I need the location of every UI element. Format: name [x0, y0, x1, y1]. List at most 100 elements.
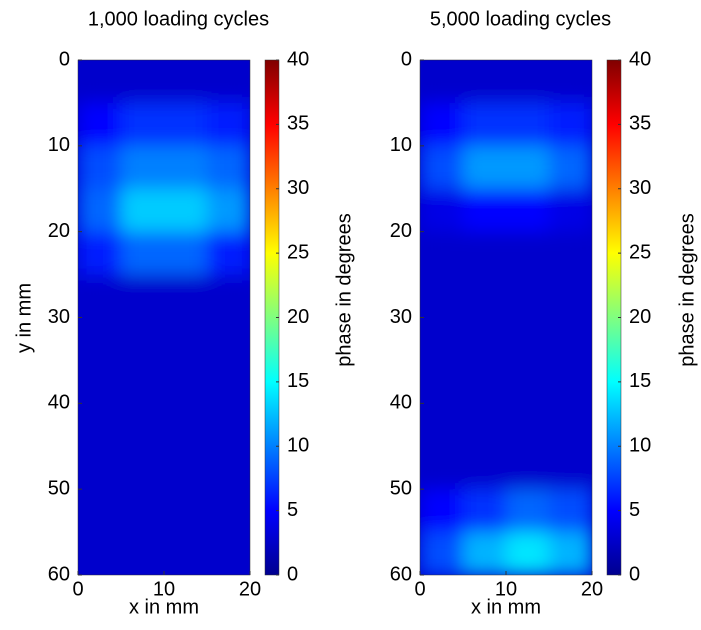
heatmap-cell [121, 102, 165, 147]
heatmap-cell [506, 403, 550, 447]
heatmap-cell [121, 60, 165, 104]
heatmap [78, 60, 250, 575]
heatmap-cell [549, 403, 592, 447]
heatmap-cell [420, 274, 464, 318]
heatmap-cell [164, 102, 208, 147]
heatmap-cell [207, 60, 250, 104]
heatmap-cell [549, 489, 592, 533]
heatmap-cell [121, 403, 165, 447]
heatmap [420, 60, 592, 575]
heatmap-cell [121, 188, 165, 233]
colorbar-tick-label: 30 [629, 177, 651, 199]
heatmap-cell [78, 60, 122, 104]
colorbar-tick-label: 5 [287, 499, 298, 521]
heatmap-cell [164, 145, 208, 190]
heatmap-cell [207, 489, 250, 533]
x-axis-label: x in mm [471, 596, 541, 618]
heatmap-cell [549, 145, 592, 190]
chart-title: 1,000 loading cycles [88, 8, 269, 30]
heatmap-cell [121, 532, 165, 575]
heatmap-cell [420, 60, 464, 104]
y-tick-label: 10 [390, 134, 412, 156]
heatmap-cell [506, 102, 550, 147]
heatmap-cell [78, 532, 122, 575]
heatmap-cell [121, 489, 165, 533]
heatmap-cell [164, 403, 208, 447]
heatmap-cell [78, 446, 122, 490]
heatmap-cell [207, 403, 250, 447]
heatmap-cell [207, 532, 250, 575]
y-tick-label: 20 [48, 220, 70, 242]
heatmap-cell [463, 532, 507, 575]
heatmap-cell [78, 274, 122, 318]
colorbar-label: phase in degrees [333, 213, 355, 366]
heatmap-cell [121, 446, 165, 490]
colorbar-tick-label: 5 [629, 499, 640, 521]
heatmap-cell [78, 360, 122, 404]
heatmap-cell [78, 231, 122, 276]
x-tick-label: 0 [72, 578, 83, 600]
heatmap-cell [164, 60, 208, 104]
heatmap-cell [463, 60, 507, 104]
y-tick-label: 20 [390, 220, 412, 242]
heatmap-cell [121, 317, 165, 361]
y-tick-label: 60 [48, 563, 70, 585]
heatmap-cell [463, 188, 507, 233]
heatmap-cell [207, 274, 250, 318]
heatmap-cell [164, 317, 208, 361]
colorbar-tick-label: 30 [287, 177, 309, 199]
colorbar-tick-label: 15 [287, 370, 309, 392]
heatmap-cells [420, 60, 592, 575]
heatmap-cell [549, 188, 592, 233]
x-tick-label: 20 [239, 578, 261, 600]
heatmap-cell [420, 145, 464, 190]
heatmap-cell [207, 446, 250, 490]
heatmap-cell [121, 145, 165, 190]
heatmap-cell [549, 231, 592, 276]
heatmap-cell [164, 188, 208, 233]
colorbar-tick-label: 35 [287, 113, 309, 135]
heatmap-cell [207, 231, 250, 276]
colorbar-tick-label: 40 [629, 48, 651, 70]
heatmap-cell [420, 188, 464, 233]
heatmap-cell [506, 446, 550, 490]
y-tick-label: 50 [390, 477, 412, 499]
heatmap-cell [420, 403, 464, 447]
heatmap-cell [463, 102, 507, 147]
y-tick-label: 0 [401, 48, 412, 70]
colorbar-tick-label: 20 [287, 306, 309, 328]
y-tick-label: 50 [48, 477, 70, 499]
colorbar-tick-label: 25 [287, 241, 309, 263]
colorbar-tick-label: 15 [629, 370, 651, 392]
heatmap-cell [549, 360, 592, 404]
heatmap-cell [78, 102, 122, 147]
heatmap-cell [506, 145, 550, 190]
heatmap-cell [506, 360, 550, 404]
heatmap-cell [207, 360, 250, 404]
y-tick-label: 30 [390, 306, 412, 328]
heatmap-cell [506, 274, 550, 318]
heatmap-cell [164, 360, 208, 404]
heatmap-cell [164, 446, 208, 490]
x-tick-label: 0 [414, 578, 425, 600]
heatmap-cell [121, 274, 165, 318]
x-tick-label: 10 [153, 578, 175, 600]
colorbar-tick-label: 10 [287, 435, 309, 457]
heatmap-cell [207, 145, 250, 190]
heatmap-cell [420, 360, 464, 404]
heatmap-cell [506, 317, 550, 361]
y-tick-label: 0 [59, 48, 70, 70]
x-axis-label: x in mm [129, 596, 199, 618]
heatmap-cell [463, 360, 507, 404]
heatmap-cell [207, 188, 250, 233]
heatmap-cell [164, 489, 208, 533]
heatmap-cell [549, 60, 592, 104]
colorbar-tick-label: 0 [629, 563, 640, 585]
heatmap-cell [78, 403, 122, 447]
y-tick-label: 40 [390, 392, 412, 414]
colorbar-tick-label: 40 [287, 48, 309, 70]
y-tick-label: 30 [48, 306, 70, 328]
heatmap-cell [549, 532, 592, 575]
heatmap-cell [207, 317, 250, 361]
x-tick-label: 20 [581, 578, 603, 600]
